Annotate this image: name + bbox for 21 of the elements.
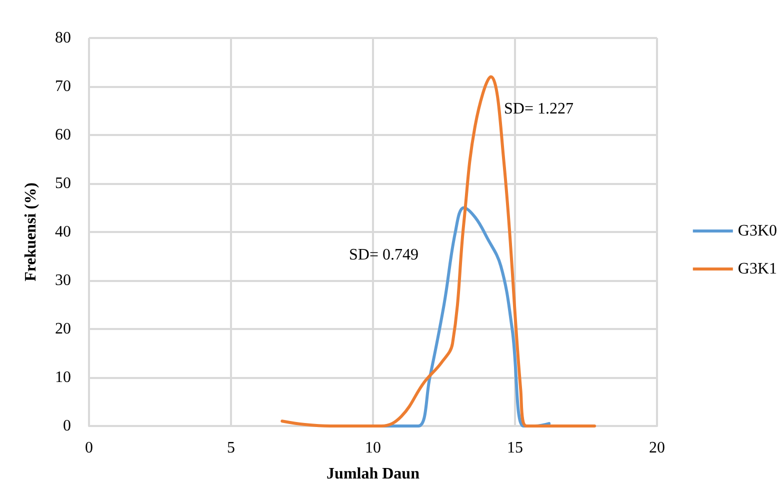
y-tick-label: 70 [55, 78, 71, 95]
y-tick-label: 80 [55, 30, 71, 46]
x-tick-label: 10 [365, 440, 381, 456]
x-tick-label: 15 [507, 440, 523, 456]
legend-label: G3K0 [738, 222, 777, 240]
line-series [280, 75, 596, 428]
y-tick-label: 20 [55, 320, 71, 338]
x-axis-title: Jumlah Daun [326, 466, 420, 482]
y-axis-title: Frekuensi (%) [22, 182, 40, 282]
y-tick-label: 10 [55, 369, 71, 386]
annotation: SD= 0.749 [349, 246, 418, 264]
y-tick-label: 50 [55, 175, 71, 192]
annotation: SD= 1.227 [504, 100, 574, 118]
y-tick-label: 30 [55, 272, 71, 289]
y-tick-label: 40 [55, 224, 71, 240]
y-tick-label: 60 [55, 126, 71, 144]
x-tick-label: 5 [227, 440, 235, 456]
y-tick-label: 0 [63, 418, 71, 434]
legend-label: G3K1 [738, 260, 777, 278]
x-tick-label: 20 [649, 440, 665, 456]
x-tick-label: 0 [85, 440, 93, 456]
